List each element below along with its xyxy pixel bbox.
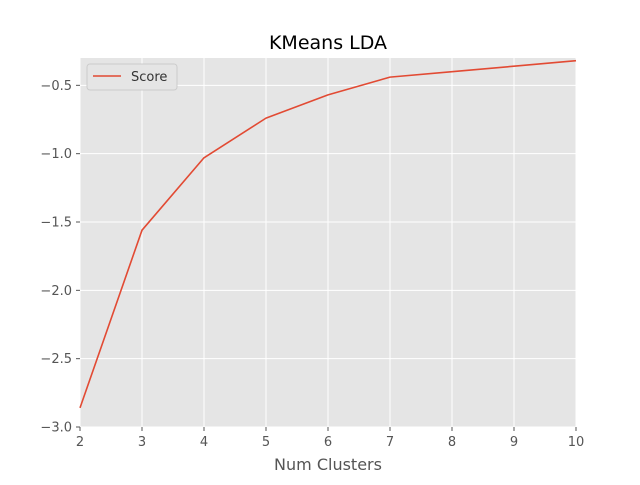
legend-label-score: Score <box>131 70 167 85</box>
y-axis-ticks: −3.0 −2.5 −2.0 −1.5 −1.0 −0.5 <box>40 79 80 436</box>
y-tick-label: −1.0 <box>40 147 72 162</box>
x-tick-label: 5 <box>262 435 270 450</box>
series-layer <box>79 59 577 409</box>
y-tick-label: −2.5 <box>40 352 72 367</box>
x-tick-label: 7 <box>386 435 394 450</box>
y-tick-label: −3.0 <box>40 421 72 436</box>
x-tick-label: 2 <box>76 435 84 450</box>
x-tick-label: 3 <box>138 435 146 450</box>
x-tick-label: 6 <box>324 435 332 450</box>
chart-title: KMeans LDA <box>269 32 387 54</box>
legend: Score <box>86 63 178 91</box>
x-tick-label: 4 <box>200 435 208 450</box>
x-tick-label: 10 <box>568 435 585 450</box>
series-line-score <box>79 59 577 409</box>
y-tick-label: −2.0 <box>40 284 72 299</box>
y-tick-label: −0.5 <box>40 79 72 94</box>
x-axis-ticks: 2 3 4 5 6 7 8 9 10 <box>76 427 584 450</box>
y-tick-label: −1.5 <box>40 216 72 231</box>
x-tick-label: 8 <box>448 435 456 450</box>
x-axis-title: Num Clusters <box>274 455 382 474</box>
x-tick-label: 9 <box>510 435 518 450</box>
legend-box <box>86 63 178 91</box>
